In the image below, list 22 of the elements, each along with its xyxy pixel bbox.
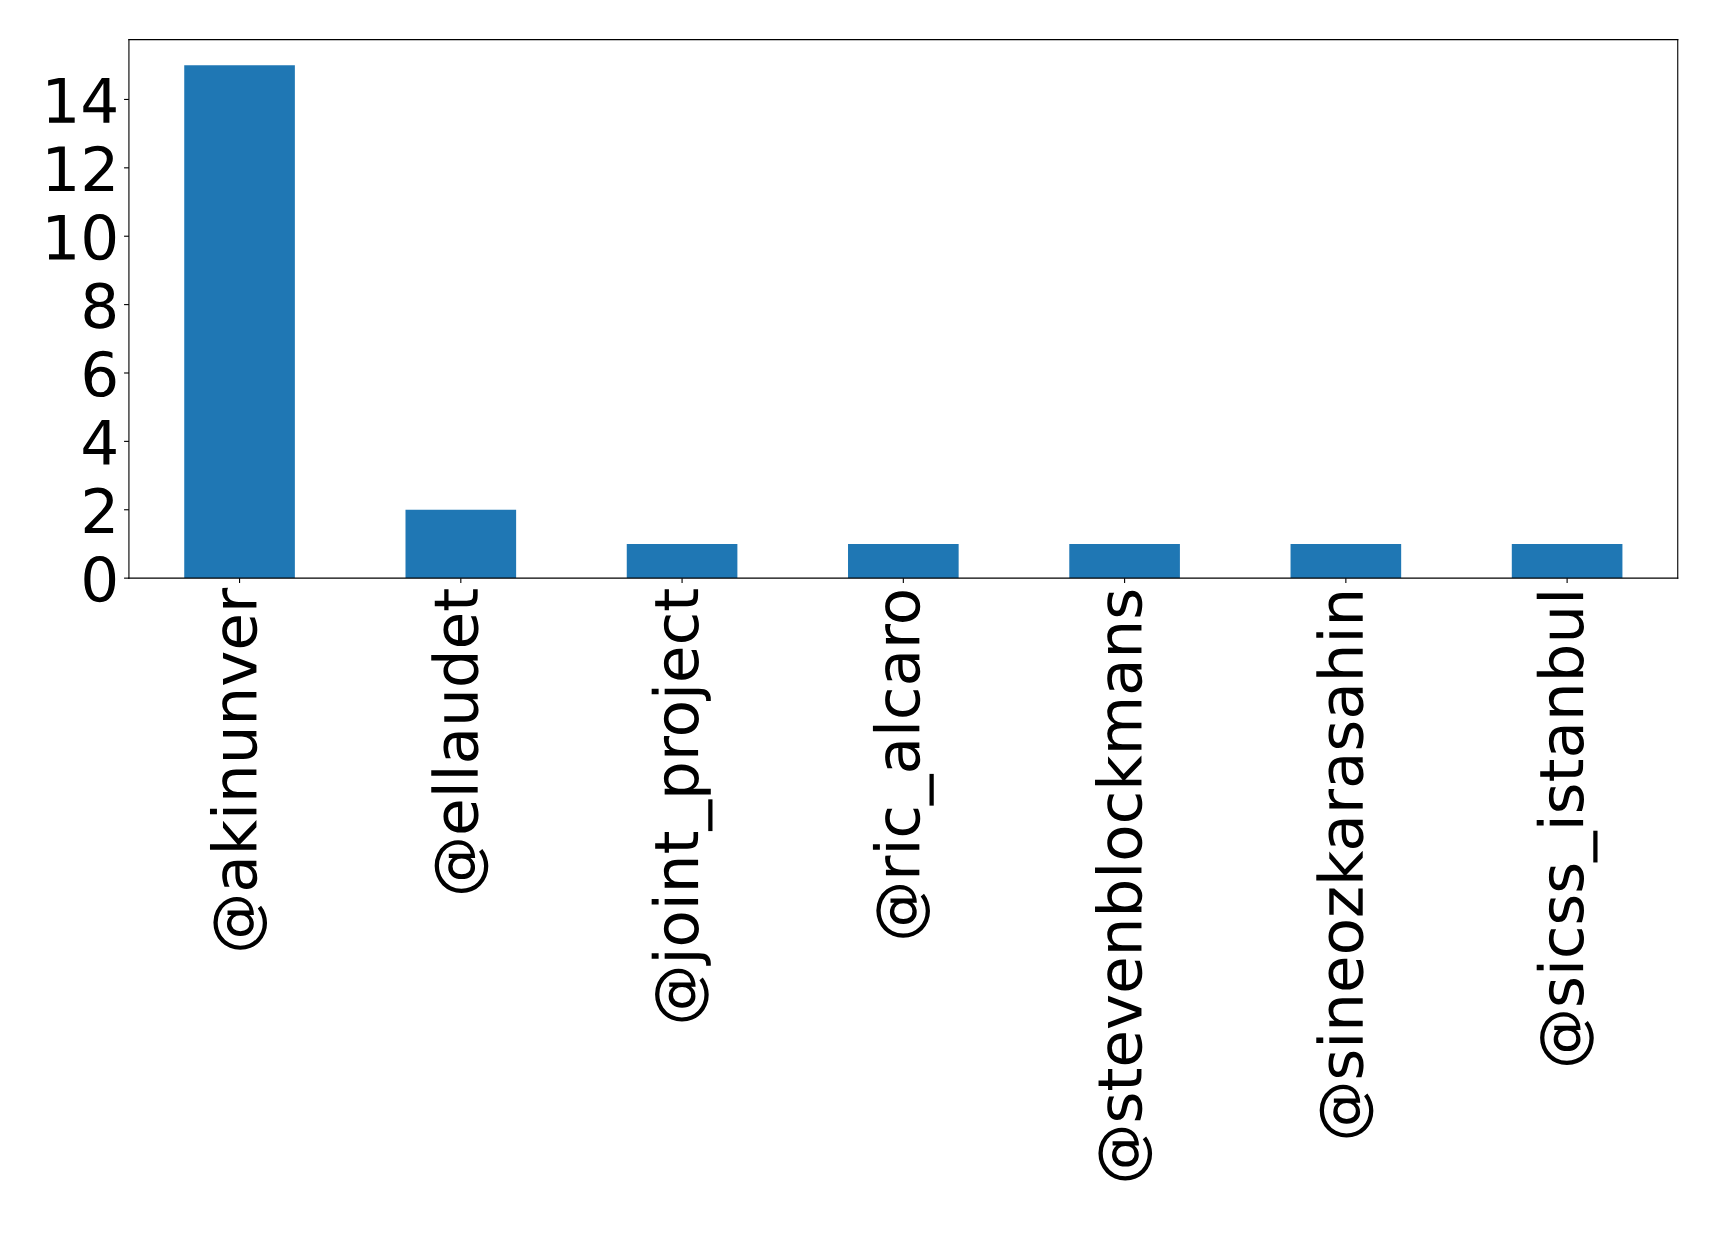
- y-tick-label: 12: [48, 145, 114, 192]
- y-tick-label: 10: [48, 214, 116, 261]
- bar: [405, 509, 517, 579]
- x-tick-label: @ellaudet: [431, 589, 489, 894]
- x-tick-label: @sicss_istanbul: [1536, 593, 1598, 1066]
- bar: [848, 543, 959, 579]
- bar: [1069, 543, 1180, 579]
- y-tick-label: 6: [84, 350, 116, 398]
- bar: [1290, 543, 1402, 579]
- y-tick-label: 8: [84, 282, 116, 329]
- y-tick-label: 4: [83, 420, 116, 465]
- y-tick-label: 2: [84, 487, 114, 533]
- y-tick-label: 0: [84, 556, 116, 603]
- x-tick-label: @joint_project: [651, 589, 713, 1022]
- x-tick-label: @stevenblockmans: [1095, 590, 1153, 1181]
- bar: [1511, 543, 1623, 579]
- bar: [184, 65, 295, 579]
- x-tick-label: @sineozkarasahin: [1316, 593, 1374, 1138]
- y-tick-label: 14: [48, 78, 116, 123]
- x-tick-label: @ric_alcaro: [872, 591, 934, 938]
- bar: [626, 543, 738, 579]
- x-tick-label: @akinunver: [209, 587, 268, 950]
